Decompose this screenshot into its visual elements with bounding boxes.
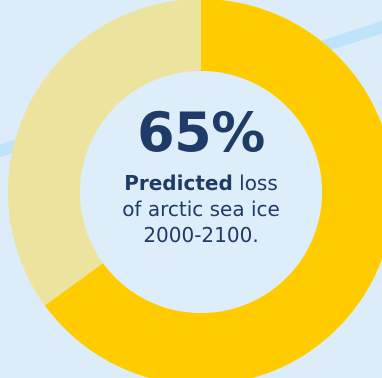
caption-bold-text: Predicted [124, 171, 233, 195]
donut-center-circle [80, 71, 322, 313]
donut-slice-remaining [8, 0, 201, 306]
caption-line-3: 2000-2100. [143, 223, 259, 247]
caption-line-1: Predicted loss [91, 170, 311, 196]
caption-line-2: of arctic sea ice [122, 197, 280, 221]
chart-caption: Predicted loss of arctic sea ice 2000-21… [91, 170, 311, 248]
caption-line-1-rest: loss [232, 171, 278, 195]
predicted-loss-percentage: 65% [137, 101, 265, 164]
center-label-group: 65% Predicted loss of arctic sea ice 200… [91, 104, 311, 248]
donut-slice-predicted-loss [44, 0, 382, 378]
donut-slices [8, 0, 382, 378]
